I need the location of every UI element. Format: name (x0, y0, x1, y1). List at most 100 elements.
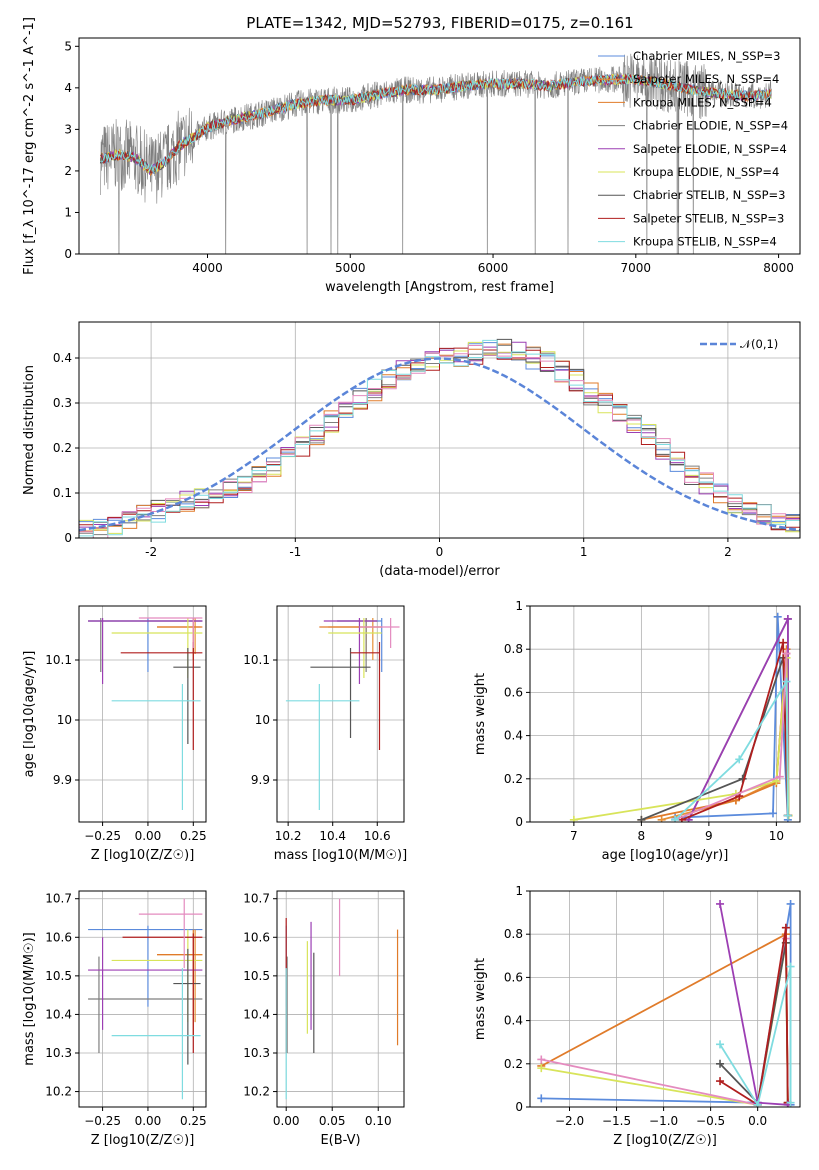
x-tick-label: -1 (289, 545, 301, 559)
axes-frame (276, 890, 405, 1108)
weight-marker (716, 1059, 725, 1068)
legend-entry: Kroupa STELIB, N_SSP=4 (633, 235, 777, 249)
weight-marker (735, 755, 744, 764)
plot-area (99, 52, 772, 254)
y-tick-label: 5 (64, 39, 72, 53)
legend-entry: 𝒩(0,1) (740, 337, 778, 351)
x-tick-label: 8000 (763, 261, 794, 275)
y-tick-label: 10.4 (243, 1007, 270, 1021)
y-tick-label: 0.2 (504, 772, 523, 786)
weight-line (541, 942, 789, 1106)
weight-marker (769, 809, 777, 818)
x-axis-label: age [log10(age/yr)] (602, 848, 729, 863)
weight-line (674, 678, 789, 821)
x-tick-label: −0.25 (84, 829, 121, 843)
legend-entry: Chabrier ELODIE, N_SSP=4 (633, 119, 788, 133)
weight-marker (782, 649, 791, 658)
y-axis-label: mass [log10(M/M☉)] (22, 932, 37, 1065)
legend-entry: Kroupa MILES, N_SSP=4 (633, 95, 772, 109)
weight-marker (537, 1055, 546, 1064)
plot-area (285, 898, 399, 1100)
age-vs-mass-panel: 10.2 10.4 10.6 9.9 10 10.1 mass [log10(M/M☉)] (243, 605, 407, 863)
histogram-step-line (79, 339, 800, 537)
legend-entry: Chabrier MILES, N_SSP=3 (633, 49, 780, 63)
y-tick-label: 0.4 (53, 351, 72, 365)
legend-entry: Salpeter MILES, N_SSP=4 (633, 72, 779, 86)
x-tick-label: −2.0 (555, 1114, 584, 1128)
weight-marker (753, 1100, 762, 1107)
weight-marker (569, 815, 578, 822)
x-tick-label: 1 (580, 545, 588, 559)
y-tick-label: 4 (64, 81, 72, 95)
x-tick-label: 0.25 (180, 1114, 207, 1128)
y-tick-label: 1 (515, 884, 523, 898)
y-tick-label: 0.4 (504, 1014, 523, 1028)
y-tick-label: 0.1 (53, 486, 72, 500)
weight-marker (637, 815, 646, 822)
x-axis-label: Z [log10(Z/Z☉)] (91, 1133, 195, 1148)
y-tick-label: 9.9 (251, 773, 270, 787)
x-tick-label: −1.0 (649, 1114, 678, 1128)
weight-marker (716, 1040, 725, 1049)
model-line-kroupa-stelib (100, 73, 772, 173)
legend-entry: Salpeter ELODIE, N_SSP=4 (633, 142, 787, 156)
x-tick-label: 7000 (621, 261, 652, 275)
x-axis-label: Z [log10(Z/Z☉)] (613, 1133, 717, 1148)
y-tick-label: 2 (64, 164, 72, 178)
x-axis-label: wavelength [Angstrom, rest frame] (325, 280, 554, 295)
x-tick-label: −1.5 (602, 1114, 631, 1128)
y-tick-label: 0 (64, 247, 72, 261)
y-tick-label: 0.2 (504, 1057, 523, 1071)
weight-marker (537, 1094, 546, 1103)
x-tick-label: 10.2 (275, 829, 302, 843)
y-tick-label: 0.4 (504, 729, 523, 743)
histogram-step-line (79, 345, 800, 538)
weight-marker (716, 1077, 725, 1086)
plot-area (285, 618, 400, 810)
axes-frame (78, 321, 801, 539)
weight-line (675, 616, 789, 820)
x-tick-label: 6000 (478, 261, 509, 275)
x-tick-label: 7 (570, 829, 578, 843)
plot-area (79, 338, 800, 538)
legend-entry: Kroupa ELODIE, N_SSP=4 (633, 165, 779, 179)
x-tick-label: 0.0 (748, 1114, 767, 1128)
plot-area (569, 612, 793, 822)
mass-vs-reddening-panel: 0.00 0.05 0.10 10.2 10.3 10.4 10.5 10.6 10.7 E(B-… (243, 890, 405, 1148)
y-tick-label: 10 (255, 713, 270, 727)
weight-marker (773, 612, 782, 621)
weight-marker (783, 614, 792, 623)
model-line-chabrier-stelib (99, 74, 772, 174)
y-tick-label: 10.1 (243, 653, 270, 667)
x-axis-label: (data-model)/error (379, 564, 500, 579)
mass-weight-vs-age-panel: 7 8 9 10 0 0.2 0.4 0.6 0.8 1 age [log10(age/yr)] ma… (473, 599, 801, 863)
weight-marker (716, 899, 725, 908)
normal-curve (79, 357, 800, 532)
plot-area (88, 898, 203, 1100)
residual-histogram-panel: -2 -1 0 1 2 0 0.1 0.2 0.3 0.4 (data-model)/error No… (22, 321, 801, 579)
weight-marker (783, 811, 792, 820)
y-tick-label: 0.3 (53, 396, 72, 410)
x-tick-label: -2 (145, 545, 157, 559)
y-tick-label: 0.8 (504, 927, 523, 941)
y-tick-label: 10 (57, 713, 72, 727)
y-axis-label: age [log10(age/yr)] (22, 651, 37, 778)
weight-marker (782, 677, 791, 686)
y-tick-label: 0 (515, 815, 523, 829)
weight-marker (786, 899, 795, 908)
y-axis-label: Flux [f_λ 10^-17 erg cm^-2 s^-1 A^-1] (22, 17, 37, 275)
y-tick-label: 1 (515, 599, 523, 613)
y-tick-label: 0 (515, 1100, 523, 1114)
weight-marker (775, 772, 784, 781)
y-tick-label: 10.4 (45, 1007, 72, 1021)
y-tick-label: 10.3 (45, 1046, 72, 1060)
y-tick-label: 10.6 (45, 930, 72, 944)
x-tick-label: 8 (638, 829, 646, 843)
weight-line (681, 642, 789, 821)
x-tick-label: 4000 (192, 261, 223, 275)
weight-marker (657, 815, 666, 822)
x-tick-label: −0.5 (696, 1114, 725, 1128)
y-axis-label: Normed distribution (22, 365, 37, 495)
x-tick-label: 10.4 (319, 829, 346, 843)
x-tick-label: 10 (769, 829, 784, 843)
